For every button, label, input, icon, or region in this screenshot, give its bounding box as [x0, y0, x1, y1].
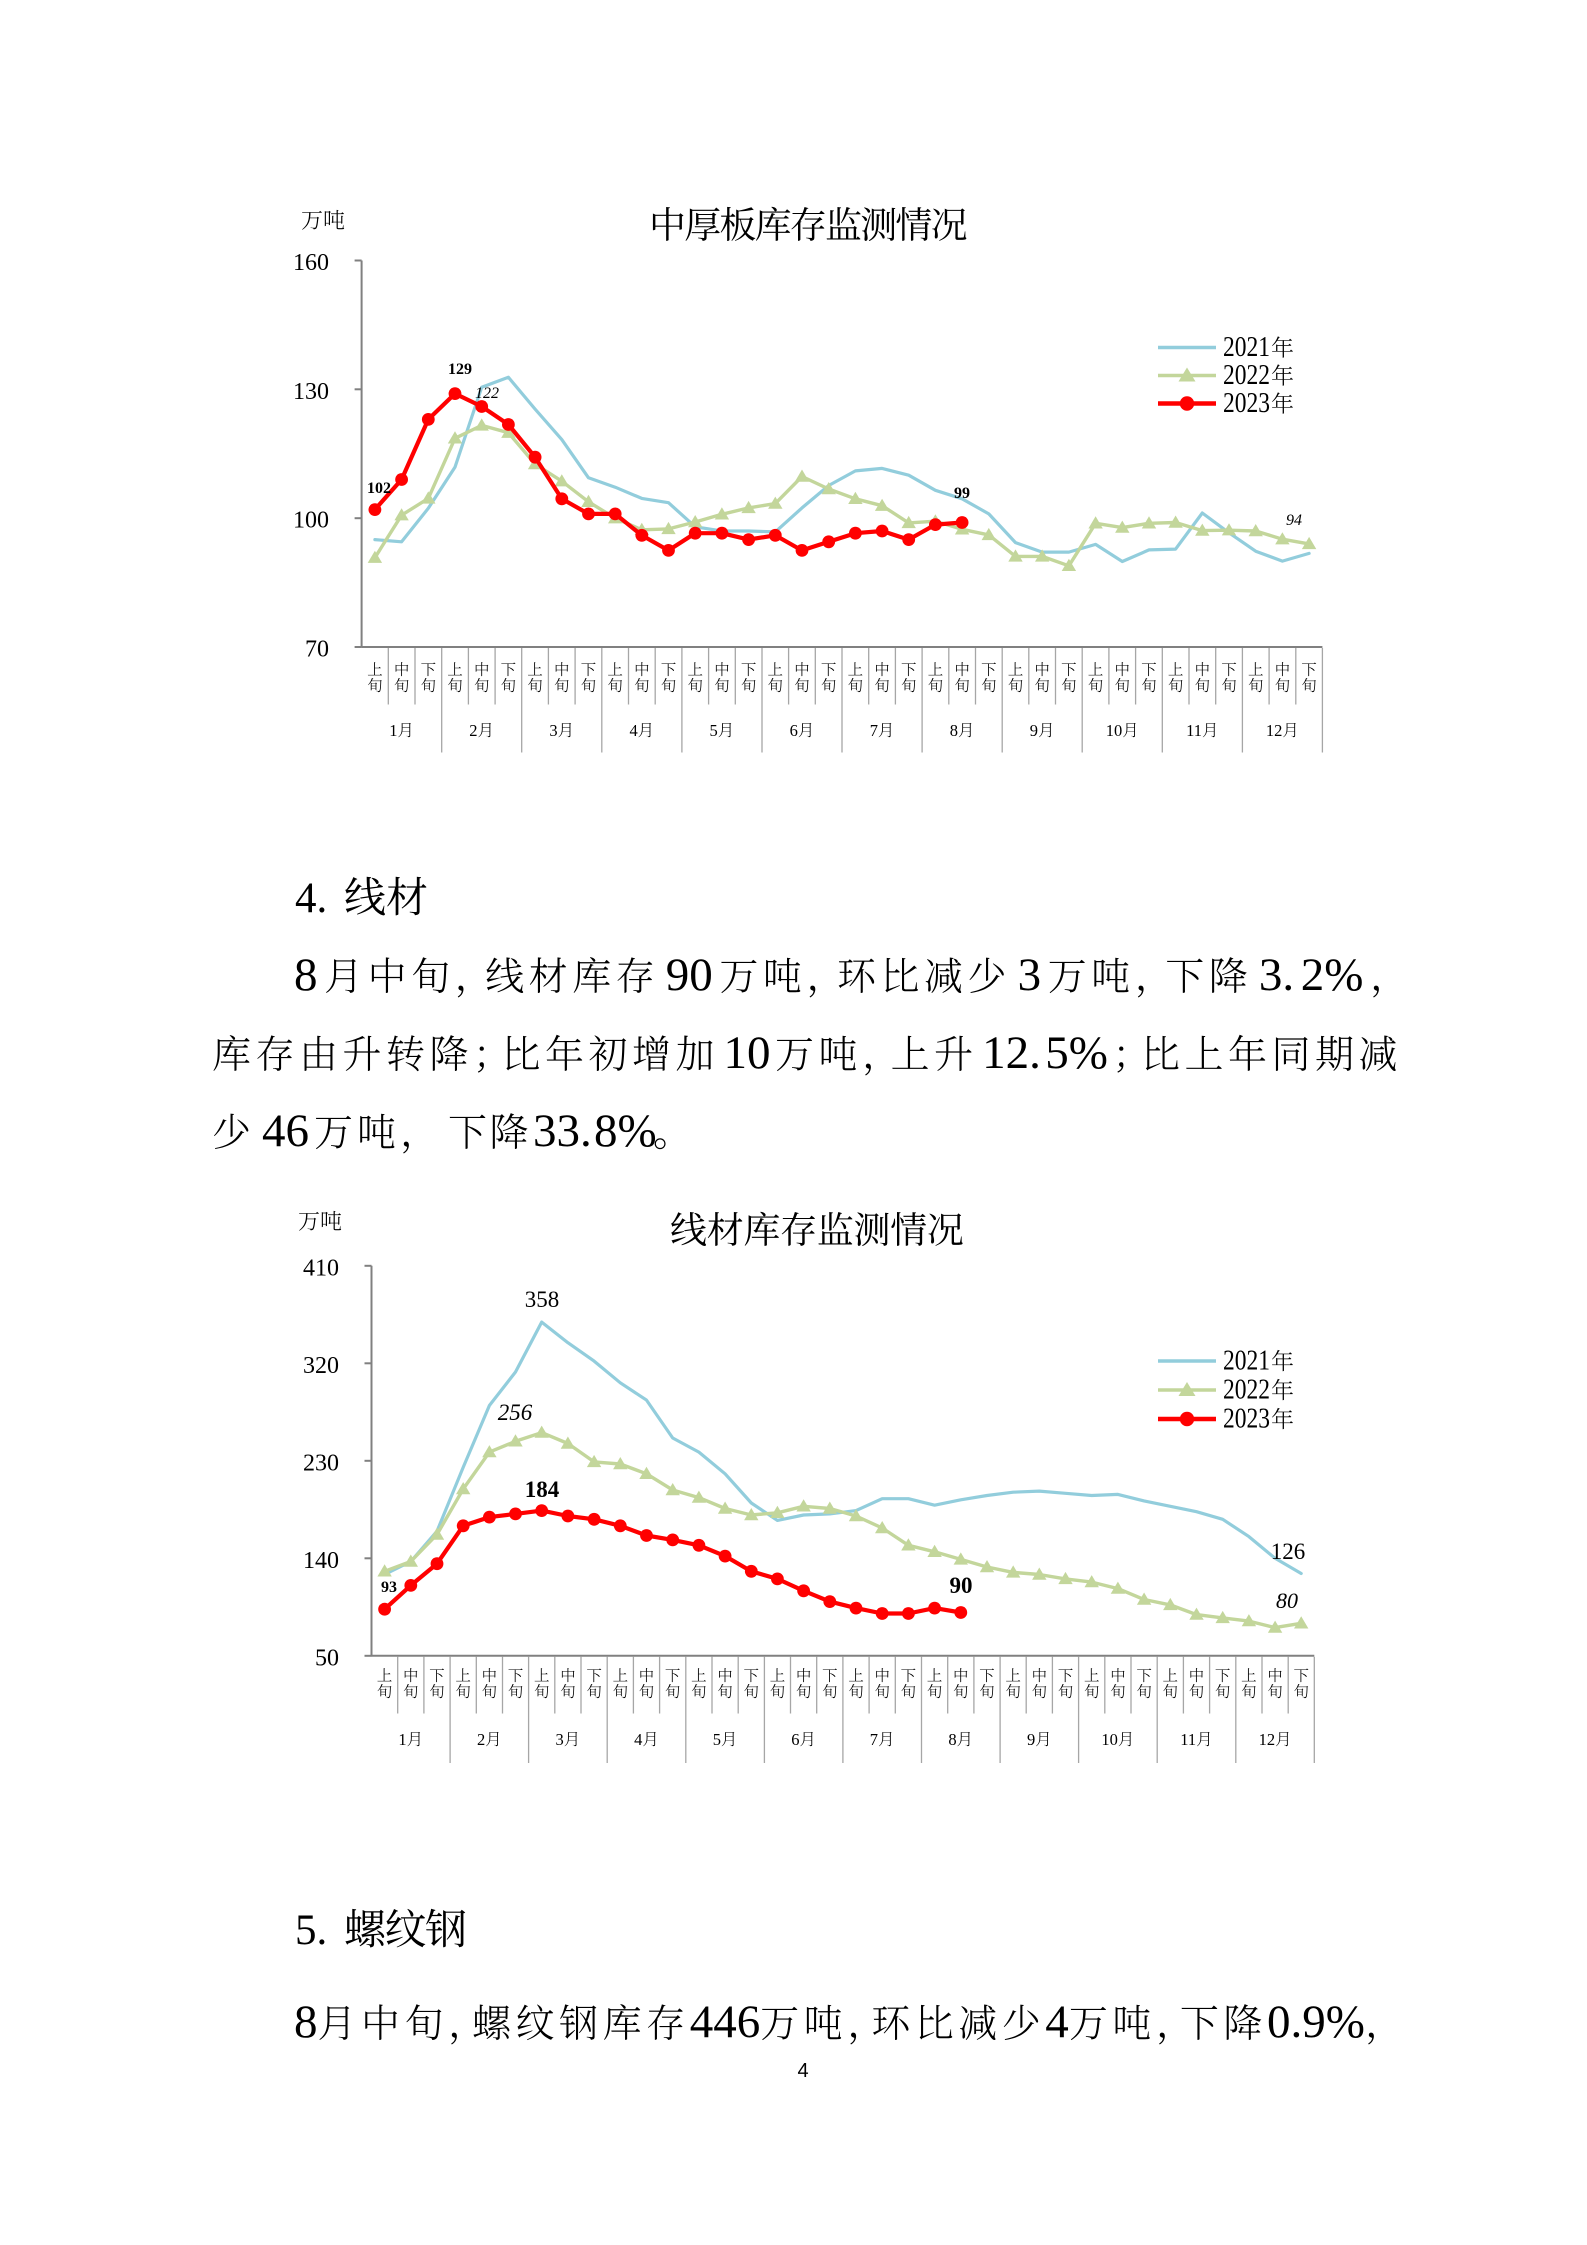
svg-text:46: 46	[262, 1105, 309, 1157]
svg-text:93: 93	[381, 1579, 397, 1596]
svg-text:90: 90	[666, 949, 713, 1001]
svg-text:4.: 4.	[295, 875, 327, 922]
svg-text:9: 9	[1030, 721, 1038, 740]
svg-text:358: 358	[525, 1287, 560, 1312]
svg-text:2021: 2021	[1223, 1345, 1270, 1377]
svg-text:4: 4	[797, 2060, 808, 2082]
svg-text:0.: 0.	[1267, 1996, 1302, 2048]
svg-text:99: 99	[954, 485, 970, 502]
svg-text:10: 10	[1106, 721, 1123, 740]
svg-text:2022: 2022	[1223, 1374, 1270, 1406]
svg-text:5: 5	[713, 1730, 721, 1749]
svg-text:12: 12	[1266, 721, 1283, 740]
svg-text:3.: 3.	[1259, 949, 1294, 1001]
svg-text:2%: 2%	[1301, 949, 1364, 1001]
svg-text:2: 2	[477, 1730, 485, 1749]
svg-text:184: 184	[525, 1477, 560, 1502]
svg-text:9: 9	[1027, 1730, 1035, 1749]
svg-text:2023: 2023	[1223, 1403, 1270, 1435]
svg-text:6: 6	[791, 1730, 799, 1749]
svg-text:160: 160	[293, 250, 329, 276]
svg-text:8: 8	[294, 949, 318, 1001]
svg-text:100: 100	[293, 508, 329, 534]
svg-text:446: 446	[690, 1996, 761, 2048]
svg-text:8: 8	[948, 1730, 956, 1749]
svg-text:90: 90	[950, 1573, 973, 1598]
svg-text:12.: 12.	[982, 1027, 1041, 1079]
svg-text:4: 4	[630, 721, 638, 740]
svg-text:1: 1	[389, 721, 397, 740]
svg-text:5.: 5.	[295, 1907, 327, 1954]
svg-text:80: 80	[1276, 1588, 1298, 1613]
svg-text:2021: 2021	[1223, 331, 1270, 363]
svg-text:2023: 2023	[1223, 387, 1270, 419]
svg-text:140: 140	[303, 1548, 339, 1574]
svg-text:122: 122	[475, 385, 499, 402]
svg-text:8: 8	[294, 1996, 318, 2048]
svg-text:2022: 2022	[1223, 359, 1270, 391]
svg-text:2: 2	[469, 721, 477, 740]
svg-text:94: 94	[1286, 512, 1302, 529]
svg-text:4: 4	[634, 1730, 642, 1749]
svg-text:50: 50	[315, 1645, 339, 1671]
svg-text:4: 4	[1045, 1996, 1069, 2048]
svg-text:11: 11	[1186, 721, 1202, 740]
svg-text:70: 70	[305, 637, 329, 663]
svg-text:7: 7	[870, 1730, 878, 1749]
svg-text:320: 320	[303, 1353, 339, 1379]
svg-text:8: 8	[950, 721, 958, 740]
svg-text:5: 5	[710, 721, 718, 740]
svg-text:5%: 5%	[1045, 1027, 1108, 1079]
svg-text:256: 256	[498, 1400, 533, 1425]
svg-text:410: 410	[303, 1255, 339, 1281]
svg-text:7: 7	[870, 721, 878, 740]
svg-text:12: 12	[1259, 1730, 1276, 1749]
svg-text:230: 230	[303, 1450, 339, 1476]
svg-text:9%: 9%	[1302, 1996, 1365, 2048]
svg-text:10: 10	[724, 1027, 771, 1079]
svg-text:6: 6	[790, 721, 798, 740]
svg-text:3: 3	[1018, 949, 1042, 1001]
svg-text:11: 11	[1180, 1730, 1196, 1749]
svg-text:3: 3	[549, 721, 557, 740]
svg-text:126: 126	[1271, 1539, 1306, 1564]
svg-text:3: 3	[556, 1730, 564, 1749]
svg-text:8%: 8%	[594, 1105, 657, 1157]
svg-text:130: 130	[293, 379, 329, 405]
svg-text:129: 129	[448, 361, 472, 378]
svg-text:102: 102	[367, 480, 391, 497]
svg-text:10: 10	[1101, 1730, 1118, 1749]
svg-text:1: 1	[398, 1730, 406, 1749]
svg-text:33.: 33.	[533, 1105, 592, 1157]
